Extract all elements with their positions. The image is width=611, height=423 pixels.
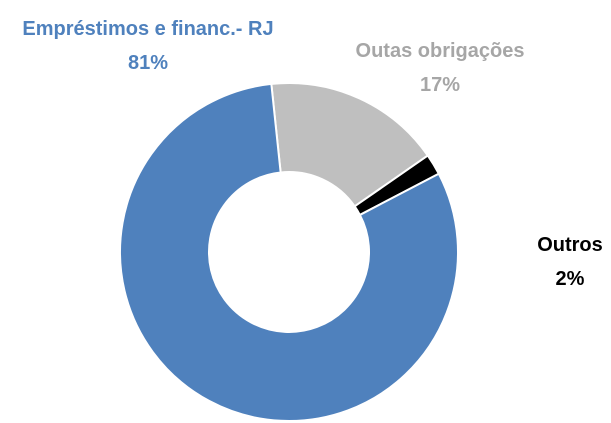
donut-slice [119, 82, 459, 422]
slice-label: Outas obrigações 17% [300, 34, 580, 102]
value-label: 81% [127, 52, 169, 74]
category-name: Outas obrigações [355, 40, 525, 62]
donut-slice [270, 82, 430, 208]
category-name: Empréstimos e financ.- RJ [22, 18, 274, 40]
slice-label: Empréstimos e financ.- RJ 81% [0, 12, 296, 80]
category-name: Outros [537, 234, 603, 256]
value-label: 17% [419, 74, 461, 96]
value-label: 2% [555, 268, 585, 290]
slice-label: Outros 2% [500, 228, 611, 296]
